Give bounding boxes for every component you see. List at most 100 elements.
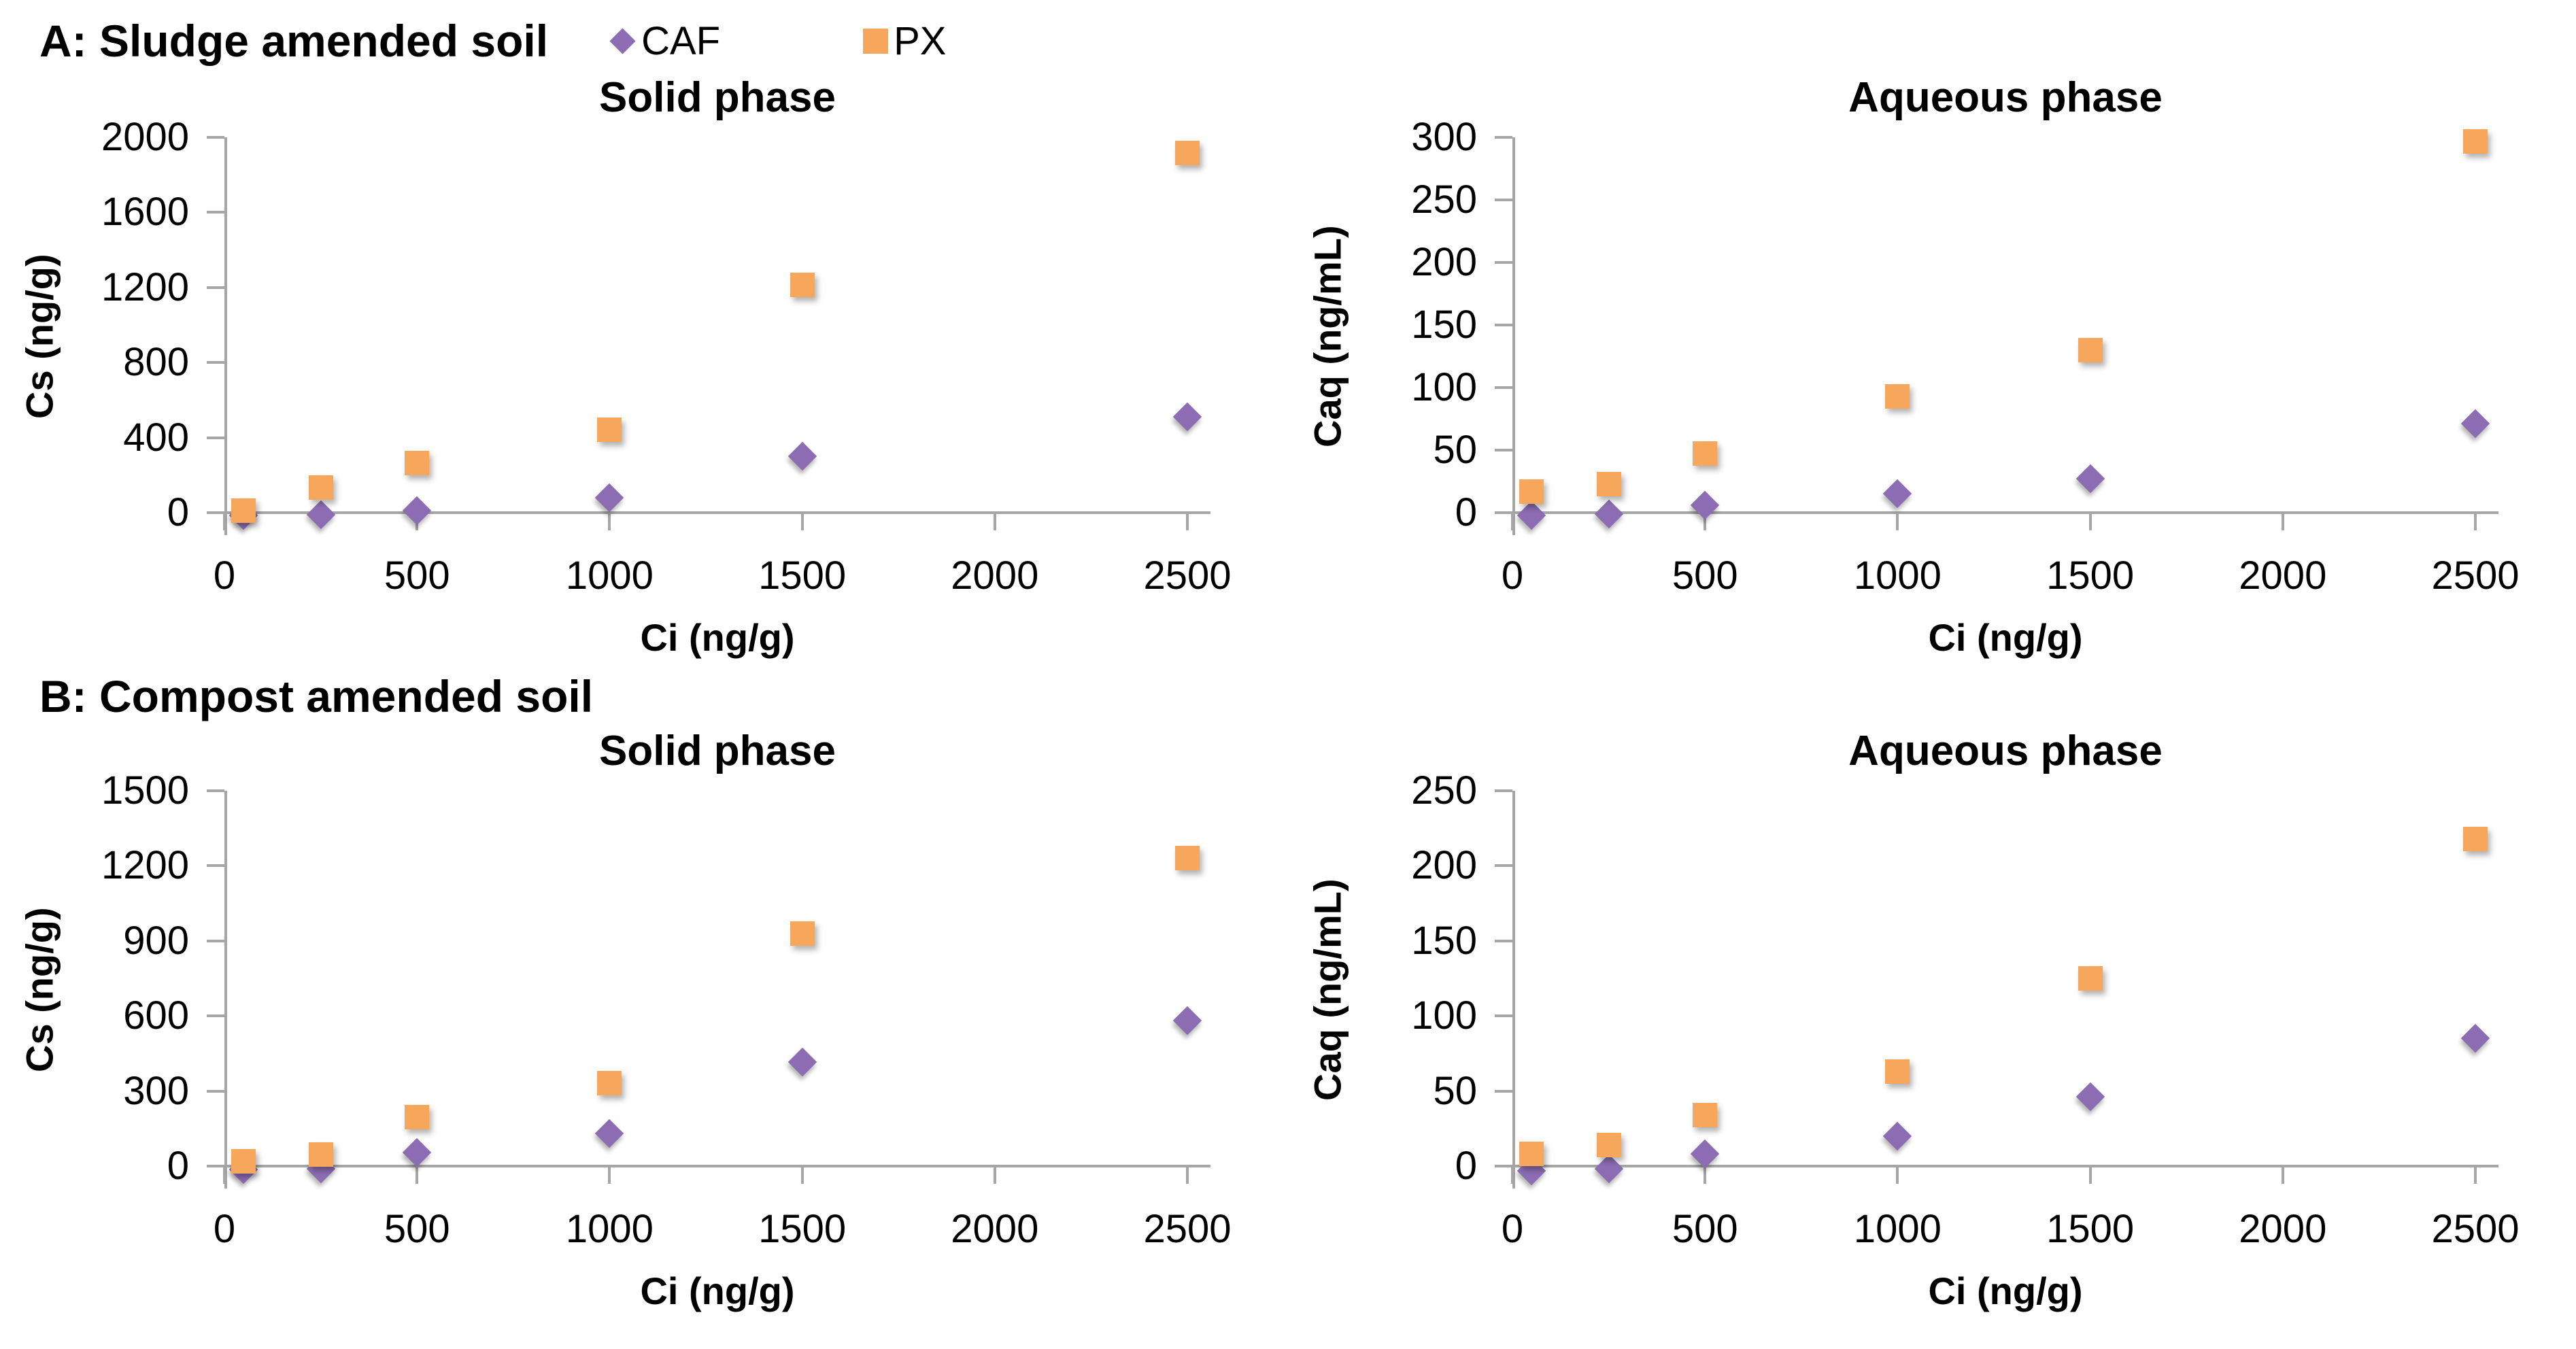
x-tick-label: 2000 xyxy=(2239,1207,2327,1251)
y-tick-label: 600 xyxy=(123,993,189,1038)
x-tick-label: 0 xyxy=(213,553,236,598)
x-tick xyxy=(223,1165,226,1184)
plot-wrap: Cs (ng/g) 0 300 600 900 1200 1500 0 500 1000 1500… xyxy=(18,769,1232,1251)
y-tick-label: 100 xyxy=(1411,364,1477,409)
y-tick xyxy=(207,1164,224,1167)
x-tick-label: 1000 xyxy=(1853,553,1942,598)
y-tick-label: 150 xyxy=(1411,302,1477,347)
y-tick-label: 50 xyxy=(1433,1068,1477,1113)
panel-a-header: A: Sludge amended soil CAF PX xyxy=(39,12,2576,69)
marker-px xyxy=(2463,129,2488,154)
y-tick xyxy=(1495,260,1512,264)
y-tick-label: 250 xyxy=(1411,768,1477,813)
marker-px xyxy=(1175,141,1200,166)
x-tick xyxy=(1186,512,1189,530)
x-tick-label: 0 xyxy=(213,1207,236,1251)
y-tick xyxy=(1495,198,1512,201)
y-tick xyxy=(207,286,224,289)
y-tick xyxy=(1495,323,1512,326)
x-tick xyxy=(1511,512,1514,530)
x-tick-label: 500 xyxy=(1672,553,1738,598)
y-tick xyxy=(207,511,224,514)
y-tick xyxy=(1495,386,1512,389)
y-tick xyxy=(1495,448,1512,451)
y-tick-label: 2000 xyxy=(101,115,189,159)
x-axis-line xyxy=(224,1164,1210,1167)
x-tick xyxy=(993,1165,996,1184)
x-tick xyxy=(1186,1165,1189,1184)
legend-label-caf: CAF xyxy=(641,18,721,63)
marker-caf xyxy=(306,500,335,529)
plot-area: 0 400 800 1200 1600 2000 0 500 1000 1500 2000 2500 xyxy=(101,116,1232,598)
x-tick xyxy=(2474,512,2477,530)
x-axis-line xyxy=(1512,1164,2498,1167)
y-axis-line xyxy=(1512,137,1515,535)
y-tick-label: 800 xyxy=(123,340,189,385)
x-tick-label: 0 xyxy=(1501,553,1524,598)
x-tick-label: 500 xyxy=(1672,1207,1738,1251)
x-tick xyxy=(2281,512,2284,530)
legend-label-px: PX xyxy=(894,18,947,63)
x-tick xyxy=(993,512,996,530)
y-tick xyxy=(207,1089,224,1093)
y-tick-label: 1500 xyxy=(101,768,189,813)
x-tick-label: 2500 xyxy=(1143,1207,1232,1251)
y-tick-label: 200 xyxy=(1411,843,1477,888)
plot-area: 0 50 100 150 200 250 300 0 500 1000 1500 2000 2500 xyxy=(1411,116,2519,598)
x-tick xyxy=(1511,1165,1514,1184)
marker-px xyxy=(790,272,815,297)
y-tick-label: 200 xyxy=(1411,239,1477,284)
x-tick xyxy=(1896,1165,1899,1184)
y-tick-label: 1200 xyxy=(101,843,189,888)
y-tick xyxy=(207,864,224,868)
y-tick xyxy=(207,136,224,139)
x-tick xyxy=(1704,512,1707,530)
x-tick-label: 1500 xyxy=(2046,553,2135,598)
y-tick-label: 1600 xyxy=(101,190,189,235)
x-tick-label: 2500 xyxy=(1143,553,1232,598)
marker-px xyxy=(231,498,256,524)
plot-area: 0 300 600 900 1200 1500 0 500 1000 1500 2000 2500 xyxy=(101,769,1232,1251)
marker-px xyxy=(405,1105,430,1130)
y-tick xyxy=(1495,1089,1512,1093)
legend-item-caf: CAF xyxy=(608,18,720,64)
marker-caf xyxy=(1883,479,1912,509)
x-tick-label: 2000 xyxy=(2239,553,2327,598)
marker-caf xyxy=(595,483,624,513)
x-axis-title: Ci (ng/g) xyxy=(640,1269,795,1312)
marker-caf xyxy=(1883,1121,1912,1150)
y-tick-label: 400 xyxy=(123,415,189,460)
plot-wrap: Caq (ng/mL) 0 50 100 150 200 250 0 500 1000 1500 2… xyxy=(1306,769,2520,1251)
marker-caf xyxy=(2075,1082,2105,1112)
marker-px xyxy=(1519,1142,1544,1167)
x-tick xyxy=(416,1165,419,1184)
y-tick xyxy=(1495,789,1512,792)
marker-px xyxy=(597,1071,622,1096)
marker-px xyxy=(308,475,333,500)
x-tick xyxy=(2474,1165,2477,1184)
y-tick-label: 100 xyxy=(1411,993,1477,1038)
x-tick-label: 2500 xyxy=(2431,1207,2520,1251)
chart-title: Aqueous phase xyxy=(1848,728,2163,774)
marker-px xyxy=(2463,826,2488,851)
y-tick-label: 300 xyxy=(1411,115,1477,159)
marker-px xyxy=(308,1142,333,1167)
y-axis-line xyxy=(1512,791,1515,1189)
y-tick xyxy=(207,436,224,439)
x-tick-label: 0 xyxy=(1501,1207,1524,1251)
legend-item-px: PX xyxy=(863,18,946,64)
x-tick xyxy=(608,512,611,530)
x-tick-label: 1500 xyxy=(758,553,847,598)
plot-wrap: Caq (ng/mL) 0 50 100 150 200 250 300 0 500 1000 15… xyxy=(1306,116,2520,598)
x-tick-label: 2000 xyxy=(951,1207,1039,1251)
marker-caf xyxy=(2075,464,2105,494)
y-tick xyxy=(207,1014,224,1018)
x-tick xyxy=(2088,512,2092,530)
x-axis-line xyxy=(1512,511,2498,514)
plot-wrap: Cs (ng/g) 0 400 800 1200 1600 2000 0 500 1000 150… xyxy=(18,116,1232,598)
y-tick xyxy=(207,361,224,364)
x-axis-line xyxy=(224,511,1210,514)
chart-title: Solid phase xyxy=(599,728,836,774)
marker-caf xyxy=(1517,500,1546,530)
marker-caf xyxy=(595,1119,624,1148)
